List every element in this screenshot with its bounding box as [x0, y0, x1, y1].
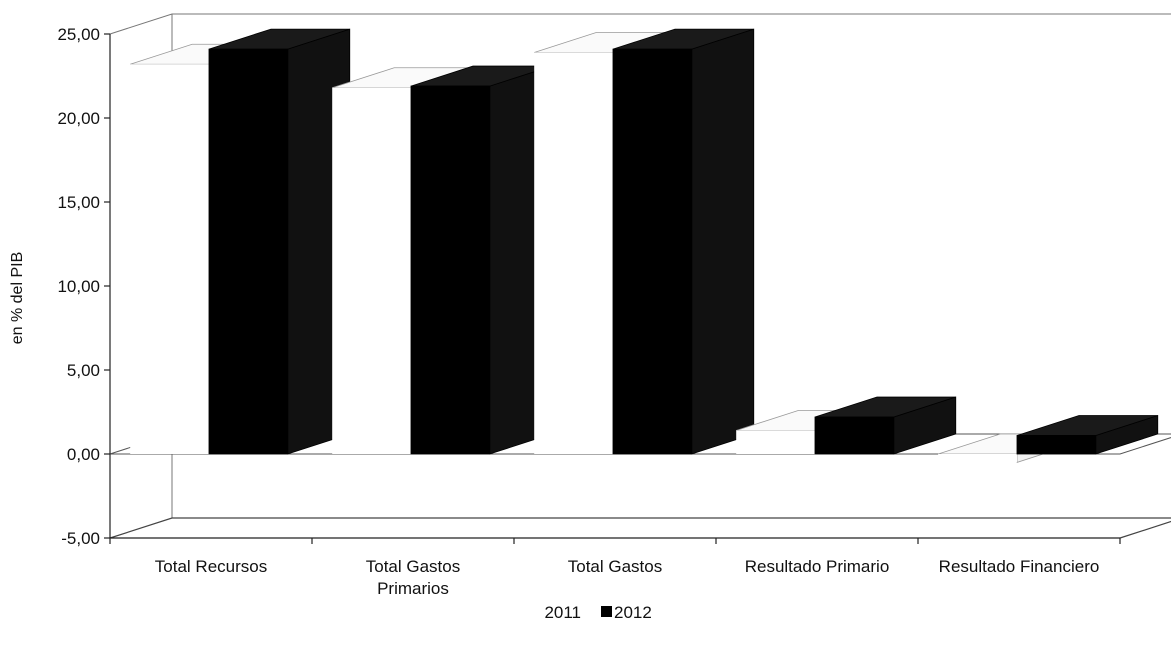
x-tick-label-line: Primarios — [377, 579, 449, 598]
legend: 2011 2012 — [544, 603, 651, 622]
x-tick-label-line: Total Recursos — [155, 557, 267, 576]
y-tick-label: 15,00 — [57, 193, 100, 212]
y-tick-label: 20,00 — [57, 109, 100, 128]
y-tick-label: 25,00 — [57, 25, 100, 44]
y-tick-label: 0,00 — [67, 445, 100, 464]
bar-2012-4-front — [1016, 435, 1097, 455]
y-axis-label: en % del PIB — [9, 252, 26, 345]
y-tick-label: -5,00 — [61, 529, 100, 548]
bar-2012-2-front — [612, 48, 693, 455]
floor-back-edge — [109, 517, 1171, 539]
legend-swatch-2012 — [601, 606, 612, 617]
bar-2011-3-front — [736, 430, 815, 454]
bar-2011-2-front — [534, 52, 613, 454]
y-tick-label: 5,00 — [67, 361, 100, 380]
x-tick-label: Total Gastos Primarios — [366, 557, 461, 598]
bar-2012-2 — [612, 28, 755, 455]
bar-2012-2-side — [691, 28, 755, 455]
legend-entry-2012: 2012 — [614, 603, 652, 622]
bar-2012-0 — [208, 28, 351, 455]
x-tick-label-line: Resultado Financiero — [939, 557, 1100, 576]
chart-bars — [130, 28, 1159, 463]
x-tick-label-line: Total Gastos — [366, 557, 461, 576]
bar-2012-3-front — [814, 416, 895, 455]
bar-2011-4-front — [938, 454, 1017, 463]
x-tick-label: Resultado Financiero — [939, 557, 1100, 576]
bar-2012-1 — [410, 65, 553, 455]
y-axis: -5,00 0,00 5,00 10,00 15,00 20,00 25,00 — [57, 25, 111, 548]
x-tick-label-line: Total Gastos — [568, 557, 663, 576]
x-tick-label: Total Recursos — [155, 557, 267, 576]
x-tick-label-line: Resultado Primario — [745, 557, 890, 576]
bar-2012-1-front — [410, 85, 491, 455]
y-tick-label: 10,00 — [57, 277, 100, 296]
bar-2011-1-front — [332, 87, 411, 454]
x-tick-label: Total Gastos — [568, 557, 663, 576]
x-tick-label: Resultado Primario — [745, 557, 890, 576]
floor-right-edge — [1119, 520, 1171, 539]
bar-2012-3 — [814, 396, 957, 455]
bar-2011-0-front — [130, 64, 209, 455]
bar-2012-0-front — [208, 48, 289, 455]
bar-2012-4 — [1016, 414, 1159, 455]
legend-entry-2011: 2011 — [544, 603, 581, 622]
x-axis: Total Recursos Total Gastos PrimariosTotal… — [109, 538, 1121, 598]
